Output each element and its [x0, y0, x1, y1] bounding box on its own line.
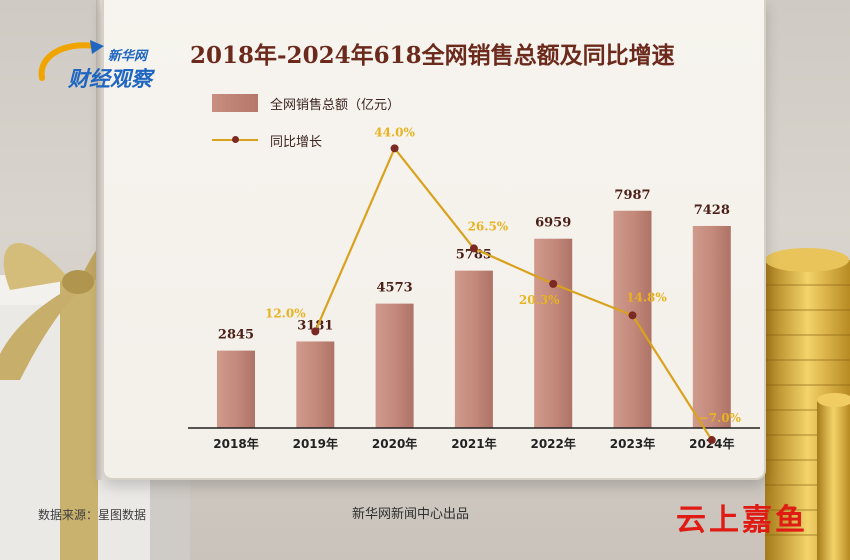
- bar-2024年: [692, 225, 731, 428]
- legend-line-marker: [232, 136, 239, 143]
- growth-point: [311, 327, 320, 336]
- growth-value-label: 14.8%: [626, 290, 667, 304]
- x-tick-label: 2023年: [610, 436, 655, 451]
- growth-value-label: 26.5%: [468, 219, 509, 233]
- growth-point: [549, 279, 558, 288]
- growth-value-label: 20.3%: [519, 293, 560, 307]
- bar-value-label: 7987: [614, 188, 650, 203]
- bar-value-label: 2845: [218, 328, 254, 343]
- bar-value-label: 3181: [297, 318, 333, 333]
- board-edge: [96, 0, 102, 480]
- x-tick-label: 2021年: [451, 436, 496, 451]
- logo-line2: 财经观察: [67, 67, 156, 91]
- growth-value-label: −7.0%: [699, 411, 742, 425]
- growth-point: [469, 244, 478, 253]
- bar-2018年: [217, 350, 255, 428]
- bar-2019年: [296, 341, 335, 428]
- bar-value-label: 6959: [535, 216, 571, 231]
- bar-value-label: 7428: [694, 203, 730, 218]
- data-source-note: 数据来源：星图数据: [38, 508, 147, 522]
- logo-line1: 新华网: [108, 48, 149, 64]
- growth-line: [314, 146, 713, 441]
- bar-2020年: [375, 303, 414, 428]
- producer-credit: 新华网新闻中心出品: [352, 507, 470, 522]
- bar-2022年: [534, 238, 573, 428]
- x-tick-label: 2019年: [293, 436, 338, 451]
- bar-value-label: 4573: [377, 281, 413, 296]
- xinhuanet-finance-logo: 新华网 财经观察: [38, 40, 156, 91]
- growth-point: [707, 436, 716, 445]
- x-tick-label: 2022年: [530, 436, 575, 451]
- legend-bar-swatch: [212, 94, 258, 112]
- chart-board: [102, 0, 766, 480]
- chart-title: 2018年-2024年618全网销售总额及同比增速: [190, 42, 675, 69]
- growth-point: [628, 311, 637, 320]
- bar-2023年: [613, 210, 652, 428]
- x-tick-label: 2018年: [213, 436, 258, 451]
- legend-line-label: 同比增长: [270, 135, 323, 150]
- growth-value-label: 12.0%: [265, 306, 306, 320]
- growth-value-label: 44.0%: [374, 125, 415, 139]
- growth-point: [390, 144, 399, 153]
- gold-coins-decoration: [765, 248, 850, 560]
- bar-2021年: [454, 270, 493, 428]
- x-tick-label: 2020年: [372, 436, 417, 451]
- brand-watermark: 云上嘉鱼: [676, 503, 808, 538]
- legend-bar-label: 全网销售总额（亿元）: [270, 98, 401, 113]
